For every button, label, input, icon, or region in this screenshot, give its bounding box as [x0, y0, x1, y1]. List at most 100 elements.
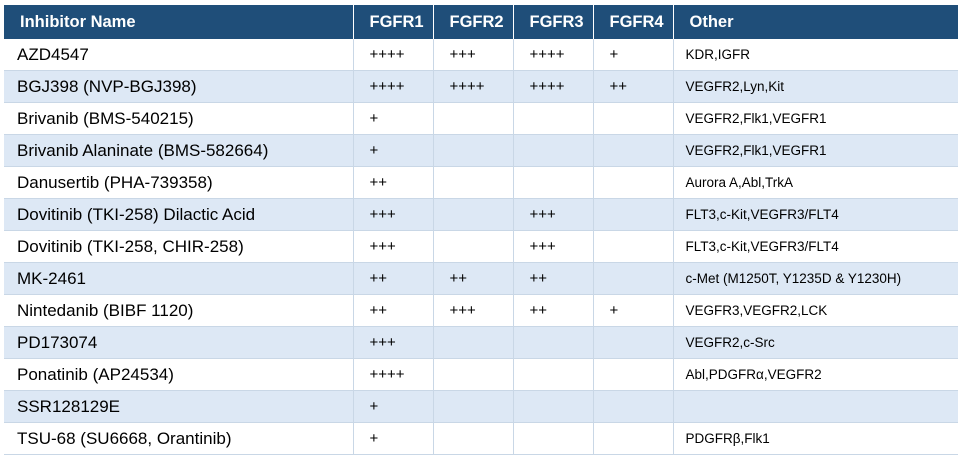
fgfr1-cell: +: [353, 134, 434, 167]
inhibitor-name-cell: Danusertib (PHA-739358): [4, 166, 354, 199]
table-row: Nintedanib (BIBF 1120) ++ +++ ++ + VEGFR3,VEG…: [4, 294, 958, 327]
fgfr2-cell: [433, 326, 514, 359]
fgfr4-cell: [593, 422, 674, 455]
inhibitor-name-cell: TSU-68 (SU6668, Orantinib): [4, 422, 354, 455]
fgfr2-cell: [433, 390, 514, 423]
fgfr1-cell: +: [353, 390, 434, 423]
fgfr4-cell: [593, 358, 674, 391]
fgfr4-cell: +: [593, 39, 674, 71]
inhibitor-name-cell: MK-2461: [4, 262, 354, 295]
fgfr2-cell: [433, 134, 514, 167]
fgfr3-cell: [513, 422, 594, 455]
col-header-fgfr3: FGFR3: [513, 5, 594, 39]
fgfr3-cell: ++: [513, 262, 594, 295]
other-targets-cell: PDGFRβ,Flk1: [673, 422, 958, 455]
inhibitor-name-cell: Dovitinib (TKI-258, CHIR-258): [4, 230, 354, 263]
fgfr4-cell: [593, 390, 674, 423]
table-row: Dovitinib (TKI-258) Dilactic Acid +++ +++ F…: [4, 198, 958, 231]
other-targets-cell: [673, 390, 958, 423]
fgfr1-cell: ++: [353, 166, 434, 199]
fgfr2-cell: [433, 358, 514, 391]
fgfr2-cell: [433, 422, 514, 455]
fgfr2-cell: ++++: [433, 70, 514, 103]
other-targets-cell: VEGFR2,Flk1,VEGFR1: [673, 102, 958, 135]
fgfr4-cell: [593, 102, 674, 135]
other-targets-cell: FLT3,c-Kit,VEGFR3/FLT4: [673, 198, 958, 231]
inhibitor-name-cell: Brivanib Alaninate (BMS-582664): [4, 134, 354, 167]
fgfr3-cell: [513, 102, 594, 135]
fgfr3-cell: [513, 358, 594, 391]
fgfr2-cell: +++: [433, 39, 514, 71]
fgfr2-cell: [433, 102, 514, 135]
other-targets-cell: c-Met (M1250T, Y1235D & Y1230H): [673, 262, 958, 295]
other-targets-cell: Aurora A,Abl,TrkA: [673, 166, 958, 199]
fgfr2-cell: [433, 166, 514, 199]
table-body: AZD4547 ++++ +++ ++++ + KDR,IGFR BGJ398 (NVP-B…: [4, 39, 958, 455]
fgfr2-cell: [433, 230, 514, 263]
inhibitor-name-cell: Brivanib (BMS-540215): [4, 102, 354, 135]
fgfr4-cell: [593, 198, 674, 231]
fgfr2-cell: +++: [433, 294, 514, 327]
inhibitor-name-cell: AZD4547: [4, 39, 354, 71]
table-row: TSU-68 (SU6668, Orantinib) + PDGFRβ,Flk1: [4, 422, 958, 455]
other-targets-cell: KDR,IGFR: [673, 39, 958, 71]
other-targets-cell: FLT3,c-Kit,VEGFR3/FLT4: [673, 230, 958, 263]
fgfr1-cell: ++: [353, 262, 434, 295]
table-row: Danusertib (PHA-739358) ++ Aurora A,Abl,Tr…: [4, 166, 958, 199]
inhibitor-name-cell: PD173074: [4, 326, 354, 359]
fgfr3-cell: [513, 326, 594, 359]
fgfr4-cell: [593, 262, 674, 295]
fgfr4-cell: [593, 134, 674, 167]
fgfr1-cell: ++++: [353, 39, 434, 71]
fgfr4-cell: ++: [593, 70, 674, 103]
fgfr3-cell: ++++: [513, 70, 594, 103]
fgfr4-cell: +: [593, 294, 674, 327]
fgfr1-cell: ++: [353, 294, 434, 327]
fgfr4-cell: [593, 230, 674, 263]
fgfr4-cell: [593, 326, 674, 359]
inhibitor-table: Inhibitor Name FGFR1 FGFR2 FGFR3 FGFR4 O…: [4, 5, 958, 455]
col-header-inhibitor-name: Inhibitor Name: [4, 5, 354, 39]
inhibitor-name-cell: Nintedanib (BIBF 1120): [4, 294, 354, 327]
fgfr1-cell: +++: [353, 230, 434, 263]
fgfr3-cell: [513, 134, 594, 167]
fgfr1-cell: +: [353, 102, 434, 135]
col-header-other: Other: [673, 5, 958, 39]
other-targets-cell: VEGFR2,Flk1,VEGFR1: [673, 134, 958, 167]
fgfr1-cell: +: [353, 422, 434, 455]
fgfr4-cell: [593, 166, 674, 199]
fgfr3-cell: [513, 390, 594, 423]
fgfr2-cell: ++: [433, 262, 514, 295]
table-row: SSR128129E +: [4, 390, 958, 423]
header-row: Inhibitor Name FGFR1 FGFR2 FGFR3 FGFR4 O…: [4, 5, 958, 39]
table-row: Brivanib (BMS-540215) + VEGFR2,Flk1,VEGFR1: [4, 102, 958, 135]
inhibitor-name-cell: Ponatinib (AP24534): [4, 358, 354, 391]
inhibitor-name-cell: SSR128129E: [4, 390, 354, 423]
fgfr2-cell: [433, 198, 514, 231]
fgfr3-cell: ++++: [513, 39, 594, 71]
other-targets-cell: VEGFR2,c-Src: [673, 326, 958, 359]
table-row: PD173074 +++ VEGFR2,c-Src: [4, 326, 958, 359]
fgfr1-cell: ++++: [353, 358, 434, 391]
fgfr3-cell: ++: [513, 294, 594, 327]
inhibitor-name-cell: Dovitinib (TKI-258) Dilactic Acid: [4, 198, 354, 231]
fgfr1-cell: +++: [353, 198, 434, 231]
col-header-fgfr4: FGFR4: [593, 5, 674, 39]
col-header-fgfr1: FGFR1: [353, 5, 434, 39]
other-targets-cell: VEGFR3,VEGFR2,LCK: [673, 294, 958, 327]
other-targets-cell: Abl,PDGFRα,VEGFR2: [673, 358, 958, 391]
table-row: Ponatinib (AP24534) ++++ Abl,PDGFRα,VEGFR2: [4, 358, 958, 391]
fgfr1-cell: ++++: [353, 70, 434, 103]
table-row: BGJ398 (NVP-BGJ398) ++++ ++++ ++++ ++ VEGFR2,…: [4, 70, 958, 103]
col-header-fgfr2: FGFR2: [433, 5, 514, 39]
other-targets-cell: VEGFR2,Lyn,Kit: [673, 70, 958, 103]
table-row: Brivanib Alaninate (BMS-582664) + VEGFR2,F…: [4, 134, 958, 167]
inhibitor-name-cell: BGJ398 (NVP-BGJ398): [4, 70, 354, 103]
fgfr3-cell: +++: [513, 230, 594, 263]
table-row: MK-2461 ++ ++ ++ c-Met (M1250T, Y1235D & Y12…: [4, 262, 958, 295]
table-row: AZD4547 ++++ +++ ++++ + KDR,IGFR: [4, 39, 958, 71]
fgfr3-cell: +++: [513, 198, 594, 231]
fgfr1-cell: +++: [353, 326, 434, 359]
fgfr3-cell: [513, 166, 594, 199]
table-row: Dovitinib (TKI-258, CHIR-258) +++ +++ FLT3,…: [4, 230, 958, 263]
